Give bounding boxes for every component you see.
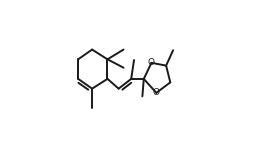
Text: O: O [147, 58, 154, 67]
Text: O: O [152, 88, 159, 97]
